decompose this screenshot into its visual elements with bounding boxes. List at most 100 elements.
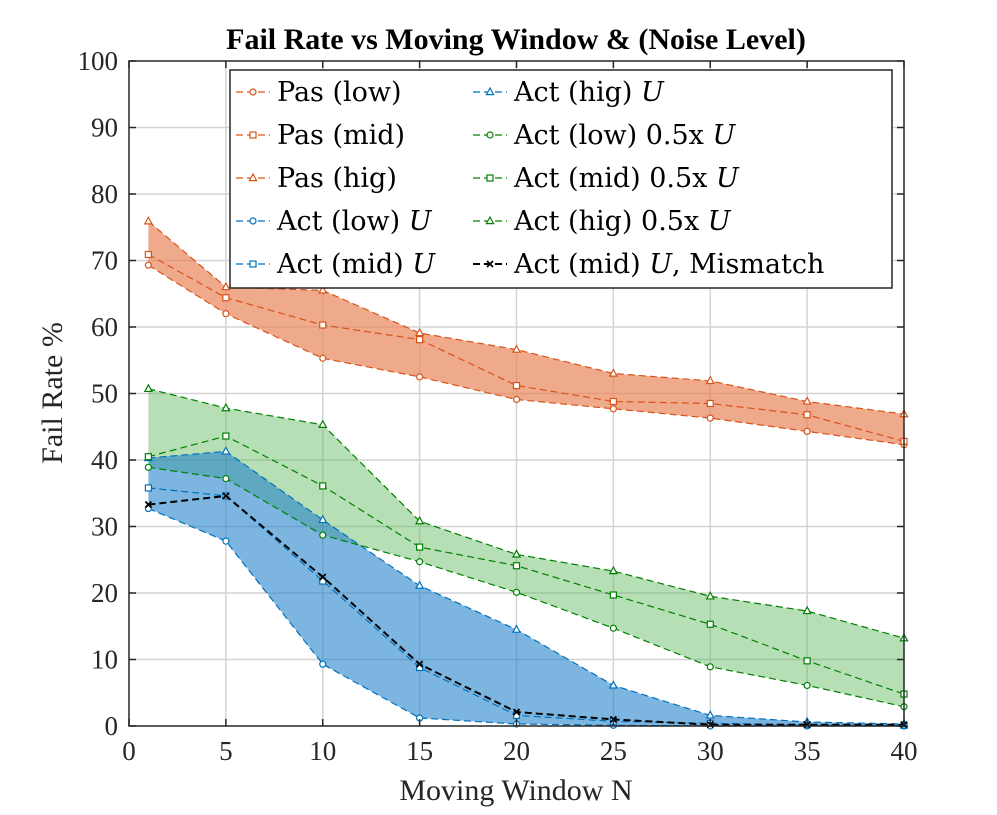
legend-label: Pas (low) xyxy=(277,77,402,108)
legend-label-text: Act (mid) xyxy=(513,249,649,280)
y-tick-label: 20 xyxy=(91,578,118,608)
data-point xyxy=(144,250,152,259)
legend-label-text: Act (mid) xyxy=(276,249,412,280)
legend-marker xyxy=(248,172,258,182)
data-point xyxy=(609,397,617,406)
x-tick-label: 40 xyxy=(891,736,918,766)
data-point xyxy=(221,281,231,291)
legend-label-italic: U xyxy=(716,163,740,194)
data-point xyxy=(802,396,812,405)
data-point xyxy=(143,383,153,393)
data-point xyxy=(609,624,617,632)
data-point xyxy=(608,368,618,377)
data-point xyxy=(705,710,715,719)
data-point xyxy=(706,414,714,422)
y-tick-label: 30 xyxy=(91,512,118,542)
legend-item-act-hig-u: Act (hig) U xyxy=(473,77,665,108)
series-pas-low xyxy=(144,261,908,449)
data-point xyxy=(144,500,153,509)
legend-marker xyxy=(249,217,257,225)
data-point xyxy=(416,336,424,344)
data-point xyxy=(221,402,231,412)
legend-item-act-low-0-5x-u: Act (low) 0.5x U xyxy=(473,120,736,151)
data-point xyxy=(415,660,424,668)
legend-label-italic: U xyxy=(649,249,673,280)
legend-label-italic: U xyxy=(712,120,736,151)
act-band xyxy=(148,451,904,726)
data-point xyxy=(512,708,521,716)
data-point xyxy=(609,591,617,599)
data-point xyxy=(415,327,425,337)
legend-label-text: Pas (hig) xyxy=(277,163,397,194)
legend-label: Act (low) 0.5x U xyxy=(513,120,736,151)
legend-label-italic: U xyxy=(409,206,433,237)
legend-label-text: Pas (mid) xyxy=(277,120,405,151)
data-point xyxy=(319,573,327,581)
data-point xyxy=(222,492,230,500)
x-tick-label: 5 xyxy=(219,736,233,766)
legend-item-act-low-u: Act (low) U xyxy=(236,206,433,237)
data-point xyxy=(608,565,618,575)
data-point xyxy=(144,463,152,471)
legend-marker xyxy=(486,260,494,268)
legend-label: Act (hig) U xyxy=(513,77,665,108)
data-point xyxy=(803,681,811,690)
legend-marker xyxy=(249,260,257,268)
data-point xyxy=(511,344,522,353)
data-point xyxy=(319,321,327,329)
y-tick-label: 50 xyxy=(91,379,118,409)
axis-ticks: 0 5 10 15 20 25 30 35 40 0 10 20 30 40 50 60 70 80 90 100 xyxy=(78,46,918,766)
x-tick-label: 0 xyxy=(122,736,136,766)
legend-marker xyxy=(485,86,495,96)
legend-label-text: Act (hig) 0.5x xyxy=(513,206,708,237)
y-tick-label: 90 xyxy=(91,113,118,143)
series-line xyxy=(148,388,905,639)
legend-label-text: Pas (low) xyxy=(277,77,402,108)
x-tick-label: 25 xyxy=(600,736,627,766)
series-line xyxy=(148,253,905,442)
act-half-band xyxy=(148,388,904,707)
data-point xyxy=(144,453,152,461)
data-point xyxy=(143,216,153,225)
data-point xyxy=(512,395,521,404)
x-tick-label: 35 xyxy=(794,736,821,766)
data-point xyxy=(415,580,425,589)
legend-label-text: Act (mid) 0.5x xyxy=(513,163,716,194)
legend-marker xyxy=(249,131,257,139)
legend-marker xyxy=(486,131,494,139)
data-point xyxy=(511,624,522,633)
data-point xyxy=(318,285,328,294)
legend-label-italic: U xyxy=(641,77,665,108)
y-tick-label: 10 xyxy=(91,645,118,675)
legend-label: Act (mid) U xyxy=(276,249,436,280)
data-point xyxy=(803,657,811,665)
y-tick-label: 60 xyxy=(91,312,118,342)
data-point xyxy=(222,537,230,545)
legend-label: Pas (mid) xyxy=(277,120,405,151)
data-point xyxy=(222,432,230,440)
shaded-bands xyxy=(148,221,904,726)
data-point xyxy=(318,419,328,428)
series-act-mid-0-5x-u xyxy=(144,432,908,698)
data-point xyxy=(512,562,521,570)
legend-marker xyxy=(485,215,495,225)
data-point xyxy=(511,549,522,558)
y-tick-label: 40 xyxy=(91,445,118,475)
legend-label: Act (mid) U, Mismatch xyxy=(513,249,824,280)
data-point xyxy=(609,405,617,413)
data-point xyxy=(416,373,424,381)
legend-item-act-mid-0-5x-u: Act (mid) 0.5x U xyxy=(473,163,740,194)
series-act-hig-0-5x-u xyxy=(143,383,909,642)
data-point xyxy=(512,381,521,390)
legend-item-act-mid-u-mismatch: Act (mid) U, Mismatch xyxy=(473,249,824,280)
data-point xyxy=(415,515,425,525)
data-point xyxy=(803,411,811,419)
data-point xyxy=(319,660,327,668)
data-point xyxy=(416,558,424,566)
data-point xyxy=(416,543,424,551)
data-point xyxy=(608,680,618,689)
legend-label-text: Act (low) 0.5x xyxy=(513,120,712,151)
series-line xyxy=(148,466,905,708)
legend-marker xyxy=(249,88,257,96)
